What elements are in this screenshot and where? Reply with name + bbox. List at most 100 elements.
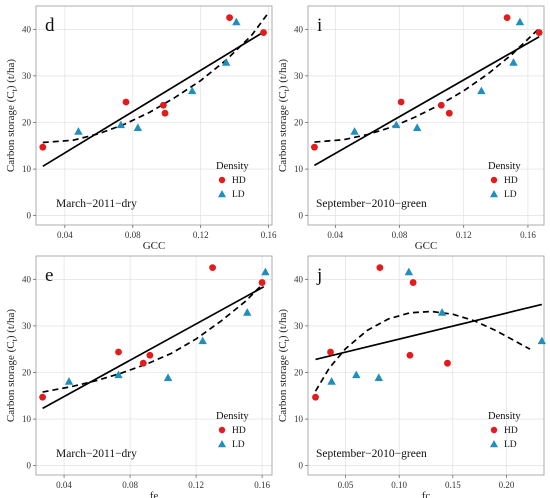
legend-title: Density	[216, 161, 249, 172]
legend-label: HD	[504, 426, 518, 436]
y-axis-label: Carbon storage (Ct) (t/ha)	[277, 309, 291, 422]
x-tick-label: 0.08	[125, 230, 141, 240]
linear-fit-line	[42, 286, 265, 410]
panel-letter: e	[45, 265, 53, 286]
linear-fit-line	[313, 36, 540, 167]
y-tick-label: 0	[299, 461, 304, 471]
plot-frame	[35, 5, 273, 226]
data-point-ld	[133, 123, 143, 131]
legend-title: Density	[488, 411, 521, 422]
y-tick-label: 40	[294, 24, 304, 34]
data-point-hd	[327, 348, 334, 356]
data-point-hd	[312, 393, 319, 401]
y-tick-label: 40	[22, 24, 32, 34]
x-tick-label: 0.08	[392, 230, 408, 240]
x-tick-label: 0.16	[520, 230, 536, 240]
data-point-hd	[311, 143, 318, 151]
x-tick-label: 0.15	[445, 480, 461, 490]
panel-i: 0.04 0.08 0.12 0.16 0 10 20 30 40 GCC Carbon stora…	[277, 5, 545, 252]
data-point-hd	[159, 101, 167, 109]
x-tick-label: 0.08	[122, 480, 138, 490]
data-point-ld	[392, 120, 401, 129]
data-point-ld	[352, 370, 361, 379]
data-point-hd	[503, 14, 511, 22]
y-axis-label: Carbon storage (Ct) (t/ha)	[5, 59, 19, 172]
plot-frame	[307, 5, 545, 226]
y-tick-label: 20	[22, 367, 32, 377]
data-point-ld	[412, 123, 422, 131]
quadratic-fit-curve	[42, 282, 265, 393]
legend-label: LD	[232, 190, 245, 200]
legend-label: HD	[232, 426, 246, 436]
legend-marker-hd	[218, 176, 226, 184]
y-tick-label: 0	[27, 211, 32, 221]
data-point-ld	[437, 308, 447, 316]
linear-fit-line	[315, 303, 543, 361]
data-point-ld	[537, 336, 547, 345]
panel-d: 0.04 0.08 0.12 0.16 0 10 20 30 40 GCC Carbon stora…	[5, 5, 277, 252]
y-tick-label: 0	[299, 211, 304, 221]
y-axis-label: Carbon storage (Ct) (t/ha)	[5, 309, 19, 422]
y-tick-label: 10	[294, 414, 304, 424]
legend-label: LD	[504, 440, 517, 450]
data-point-hd	[209, 264, 216, 272]
panel-letter: d	[45, 15, 55, 36]
x-tick-label: 0.20	[499, 480, 515, 490]
panel-annotation: September−2010−green	[316, 448, 427, 460]
data-point-ld	[232, 17, 241, 26]
y-tick-label: 30	[22, 321, 32, 331]
data-point-hd	[139, 359, 147, 367]
x-tick-label: 0.12	[456, 230, 472, 240]
data-point-hd	[397, 98, 405, 106]
legend: Density HD LD	[488, 161, 521, 200]
legend-label: LD	[232, 440, 245, 450]
quadratic-fit-curve	[42, 12, 270, 144]
data-point-hd	[258, 279, 266, 286]
x-axis-label: GCC	[143, 240, 166, 252]
x-axis-label: fc	[422, 490, 431, 498]
data-point-ld	[404, 267, 414, 276]
data-point-ld	[327, 377, 336, 385]
data-point-ld	[350, 127, 359, 135]
data-point-ld	[243, 308, 252, 316]
legend-label: HD	[232, 176, 246, 186]
data-point-ld	[74, 127, 83, 135]
y-tick-label: 20	[22, 117, 32, 127]
plot-frame	[35, 255, 273, 476]
data-point-hd	[146, 351, 154, 359]
data-point-ld	[509, 58, 518, 66]
panel-j: 0.05 0.10 0.15 0.20 0 10 20 30 40 fc Carbon storag…	[277, 255, 547, 498]
x-tick-label: 0.12	[188, 480, 204, 490]
panel-annotation: March−2011−dry	[56, 198, 137, 210]
linear-fit-line	[42, 31, 264, 168]
y-tick-label: 30	[294, 321, 304, 331]
x-tick-label: 0.04	[57, 230, 73, 240]
x-tick-label: 0.10	[391, 480, 407, 490]
y-tick-label: 20	[294, 117, 304, 127]
legend-marker-hd	[490, 426, 498, 434]
legend: Density HD LD	[216, 161, 249, 200]
panel-letter: i	[317, 15, 322, 36]
x-tick-label: 0.04	[56, 480, 72, 490]
y-tick-label: 30	[294, 71, 304, 81]
data-point-ld	[221, 58, 231, 66]
data-point-ld	[198, 336, 207, 345]
data-point-hd	[445, 109, 453, 117]
y-tick-label: 10	[22, 164, 32, 174]
data-point-ld	[261, 267, 270, 276]
legend-label: LD	[504, 190, 517, 200]
x-axis-label: fe	[150, 490, 159, 498]
data-point-ld	[114, 370, 123, 379]
legend: Density HD LD	[216, 411, 249, 450]
data-point-hd	[39, 143, 47, 151]
panel-annotation: March−2011−dry	[56, 448, 137, 460]
data-point-ld	[374, 373, 383, 381]
legend: Density HD LD	[488, 411, 521, 450]
data-point-ld	[64, 377, 74, 385]
data-point-hd	[115, 348, 122, 356]
x-axis-label: GCC	[415, 240, 438, 252]
quadratic-fit-curve	[314, 27, 540, 143]
data-point-hd	[122, 98, 130, 106]
legend-label: HD	[504, 176, 518, 186]
